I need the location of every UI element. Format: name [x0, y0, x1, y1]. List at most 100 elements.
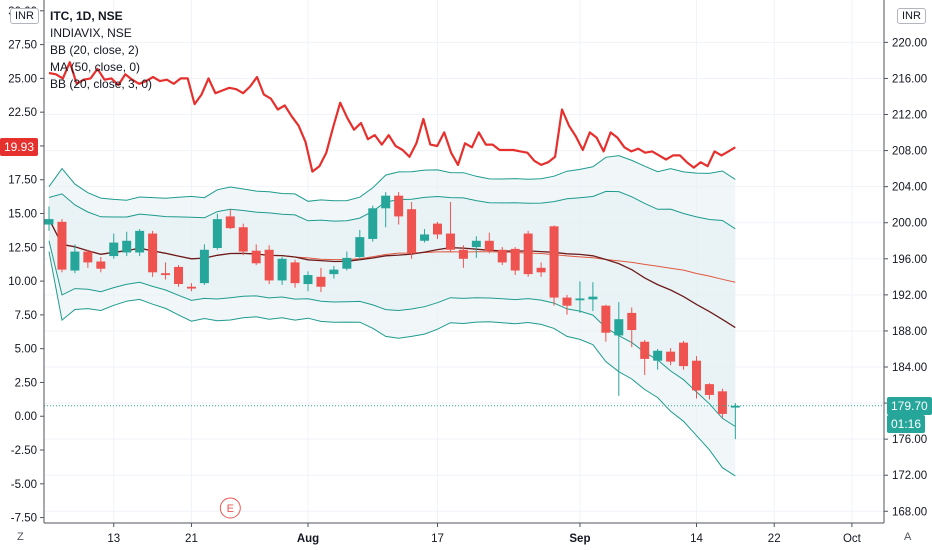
- right-tick-label-2: 176.00: [892, 434, 927, 446]
- vix-series: [48, 61, 736, 173]
- candle-body-48: [666, 351, 676, 362]
- right-tick-label-1: 172.00: [892, 470, 927, 482]
- candle-body-5: [109, 242, 119, 257]
- candle-body-4: [96, 261, 106, 269]
- candle-body-26: [381, 195, 391, 209]
- band-l2: [48, 240, 736, 427]
- candle-body-23: [342, 257, 352, 269]
- candle-body-2: [70, 251, 80, 271]
- candle-body-32: [458, 249, 468, 259]
- left-tick-label-5: 5.00: [15, 344, 37, 356]
- right-tick-label-4: 184.00: [892, 362, 927, 374]
- events[interactable]: E: [219, 497, 241, 519]
- x-tick-label-0: 13: [107, 533, 120, 545]
- candle-body-3: [83, 251, 93, 263]
- legend-bb-2[interactable]: BB (20, close, 2): [50, 43, 139, 57]
- left-tick-label-3: 0.00: [15, 411, 37, 423]
- candle-body-20: [303, 275, 313, 285]
- right-currency-badge[interactable]: INR: [897, 8, 926, 24]
- left-tick-label-14: 27.50: [8, 40, 37, 52]
- indicator-lines: [48, 155, 736, 477]
- legend-bb-3[interactable]: BB (20, close, 3, 0): [50, 77, 153, 91]
- right-tick-label-10: 208.00: [892, 146, 927, 158]
- corner-right-button[interactable]: A: [904, 531, 912, 543]
- right-tick-label-8: 200.00: [892, 218, 927, 230]
- candle-body-14: [225, 216, 235, 229]
- right-tick-label-11: 212.00: [892, 110, 927, 122]
- candle-body-24: [355, 237, 365, 257]
- x-tick-label-7: Oct: [843, 533, 862, 545]
- candle-body-40: [562, 297, 572, 306]
- x-tick-label-1: 21: [185, 533, 198, 545]
- left-tick-label-8: 12.50: [8, 242, 37, 254]
- x-tick-label-2: Aug: [297, 533, 319, 545]
- band-u2: [48, 190, 736, 230]
- left-tick-label-0: -7.50: [11, 513, 37, 525]
- candle-body-15: [238, 227, 248, 252]
- candle-body-38: [536, 267, 546, 273]
- candle-body-51: [704, 384, 714, 395]
- candle-body-21: [316, 276, 326, 287]
- right-tick-label-9: 204.00: [892, 182, 927, 194]
- candle-body-18: [277, 258, 287, 281]
- candle-body-27: [394, 195, 404, 217]
- earnings-event-marker: [219, 497, 241, 519]
- corner-left-button[interactable]: Z: [17, 531, 24, 543]
- right-tick-label-0: 168.00: [892, 506, 927, 518]
- legend: ITC, 1D, NSE INDIAVIX, NSE BB (20, close…: [50, 8, 152, 93]
- candle-body-10: [174, 266, 183, 285]
- price-last-value: 179.70: [887, 396, 932, 415]
- left-tick-label-7: 10.00: [8, 276, 37, 288]
- candle-body-1: [57, 221, 67, 270]
- band-u3: [48, 155, 736, 202]
- legend-ma[interactable]: MA (50, close, 0): [50, 60, 141, 74]
- candle-body-44: [614, 319, 624, 336]
- candle-body-17: [264, 249, 274, 281]
- candle-body-43: [601, 305, 611, 333]
- vix-last-value: 19.93: [0, 138, 39, 157]
- right-tick-label-13: 220.00: [892, 37, 927, 49]
- candle-body-22: [329, 269, 339, 275]
- candle-body-35: [497, 249, 507, 263]
- candle-body-29: [420, 234, 430, 241]
- candle-body-0: [44, 219, 54, 225]
- right-tick-label-7: 196.00: [892, 254, 927, 266]
- legend-vix[interactable]: INDIAVIX, NSE: [50, 26, 132, 40]
- candle-body-7: [135, 230, 145, 253]
- x-tick-label-4: Sep: [569, 533, 590, 545]
- candle-body-39: [549, 226, 559, 298]
- candle-body-42: [588, 296, 598, 300]
- band-l3: [48, 251, 736, 477]
- candle-body-37: [523, 233, 533, 275]
- candle-body-30: [433, 223, 442, 235]
- candle-body-45: [627, 312, 637, 331]
- candle-body-34: [484, 240, 494, 251]
- candle-body-49: [679, 342, 689, 367]
- legend-title[interactable]: ITC, 1D, NSE: [50, 9, 123, 23]
- bar-countdown: 01:16: [887, 414, 926, 433]
- candle-body-53: [730, 405, 740, 408]
- candle-body-12: [199, 249, 209, 284]
- left-tick-label-4: 2.50: [15, 377, 37, 389]
- candle-body-41: [575, 298, 585, 301]
- candle-body-47: [653, 350, 663, 361]
- candle-body-28: [407, 209, 417, 254]
- candle-body-25: [368, 208, 378, 239]
- candle-body-8: [148, 233, 158, 273]
- left-tick-label-10: 17.50: [8, 175, 37, 187]
- right-tick-label-5: 188.00: [892, 326, 927, 338]
- candle-body-11: [186, 286, 196, 289]
- candle-body-6: [122, 240, 132, 253]
- candles: [44, 192, 740, 440]
- right-tick-label-6: 192.00: [892, 290, 927, 302]
- left-tick-label-9: 15.00: [8, 209, 37, 221]
- bb-basis-line: [48, 218, 736, 329]
- left-tick-label-2: -2.50: [11, 445, 37, 457]
- candle-body-19: [290, 262, 300, 284]
- x-tick-label-3: 17: [431, 533, 444, 545]
- candle-body-46: [640, 341, 650, 359]
- left-currency-badge[interactable]: INR: [10, 8, 39, 24]
- candle-body-9: [161, 273, 171, 276]
- right-tick-label-12: 216.00: [892, 73, 927, 85]
- candle-body-52: [717, 391, 727, 414]
